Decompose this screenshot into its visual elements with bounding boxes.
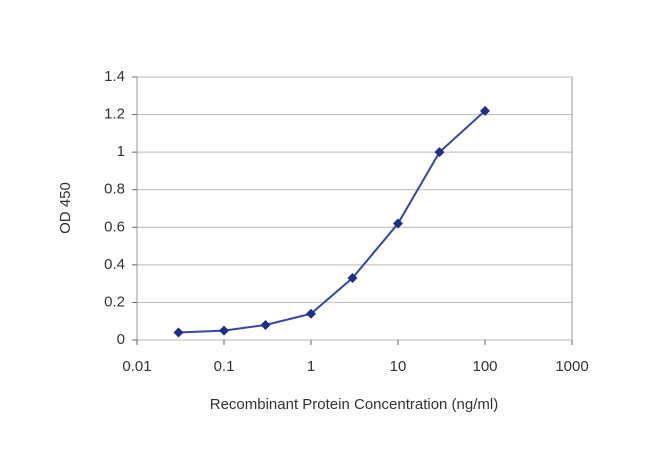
data-point	[434, 147, 445, 158]
data-point	[219, 325, 229, 336]
data-point	[260, 319, 271, 330]
x-tick-label: 10	[390, 358, 407, 375]
y-tick-label: 1.2	[104, 106, 125, 123]
x-axis-label: Recombinant Protein Concentration (ng/ml…	[210, 396, 498, 413]
y-tick-label: 0.2	[104, 293, 125, 310]
plot-frame	[136, 76, 573, 341]
data-point	[306, 308, 316, 319]
y-axis-label: OD 450	[57, 182, 74, 234]
data-point	[480, 105, 490, 116]
y-tick-label: 0.6	[104, 218, 125, 235]
y-tick-label: 0.4	[104, 256, 125, 273]
x-tick-label: 1	[307, 358, 315, 375]
x-tick-label: 0.1	[214, 358, 235, 375]
data-point	[347, 273, 358, 284]
data-point	[173, 327, 184, 338]
x-tick-label: 1000	[555, 358, 588, 375]
y-tick-label: 1	[117, 143, 125, 160]
y-tick-label: 1.4	[104, 68, 125, 85]
y-tick-label: 0	[117, 331, 125, 348]
x-tick-label: 0.01	[122, 358, 151, 375]
data-line	[178, 110, 486, 334]
data-point	[393, 218, 403, 229]
x-tick-label: 100	[472, 358, 497, 375]
y-tick-label: 0.8	[104, 181, 125, 198]
